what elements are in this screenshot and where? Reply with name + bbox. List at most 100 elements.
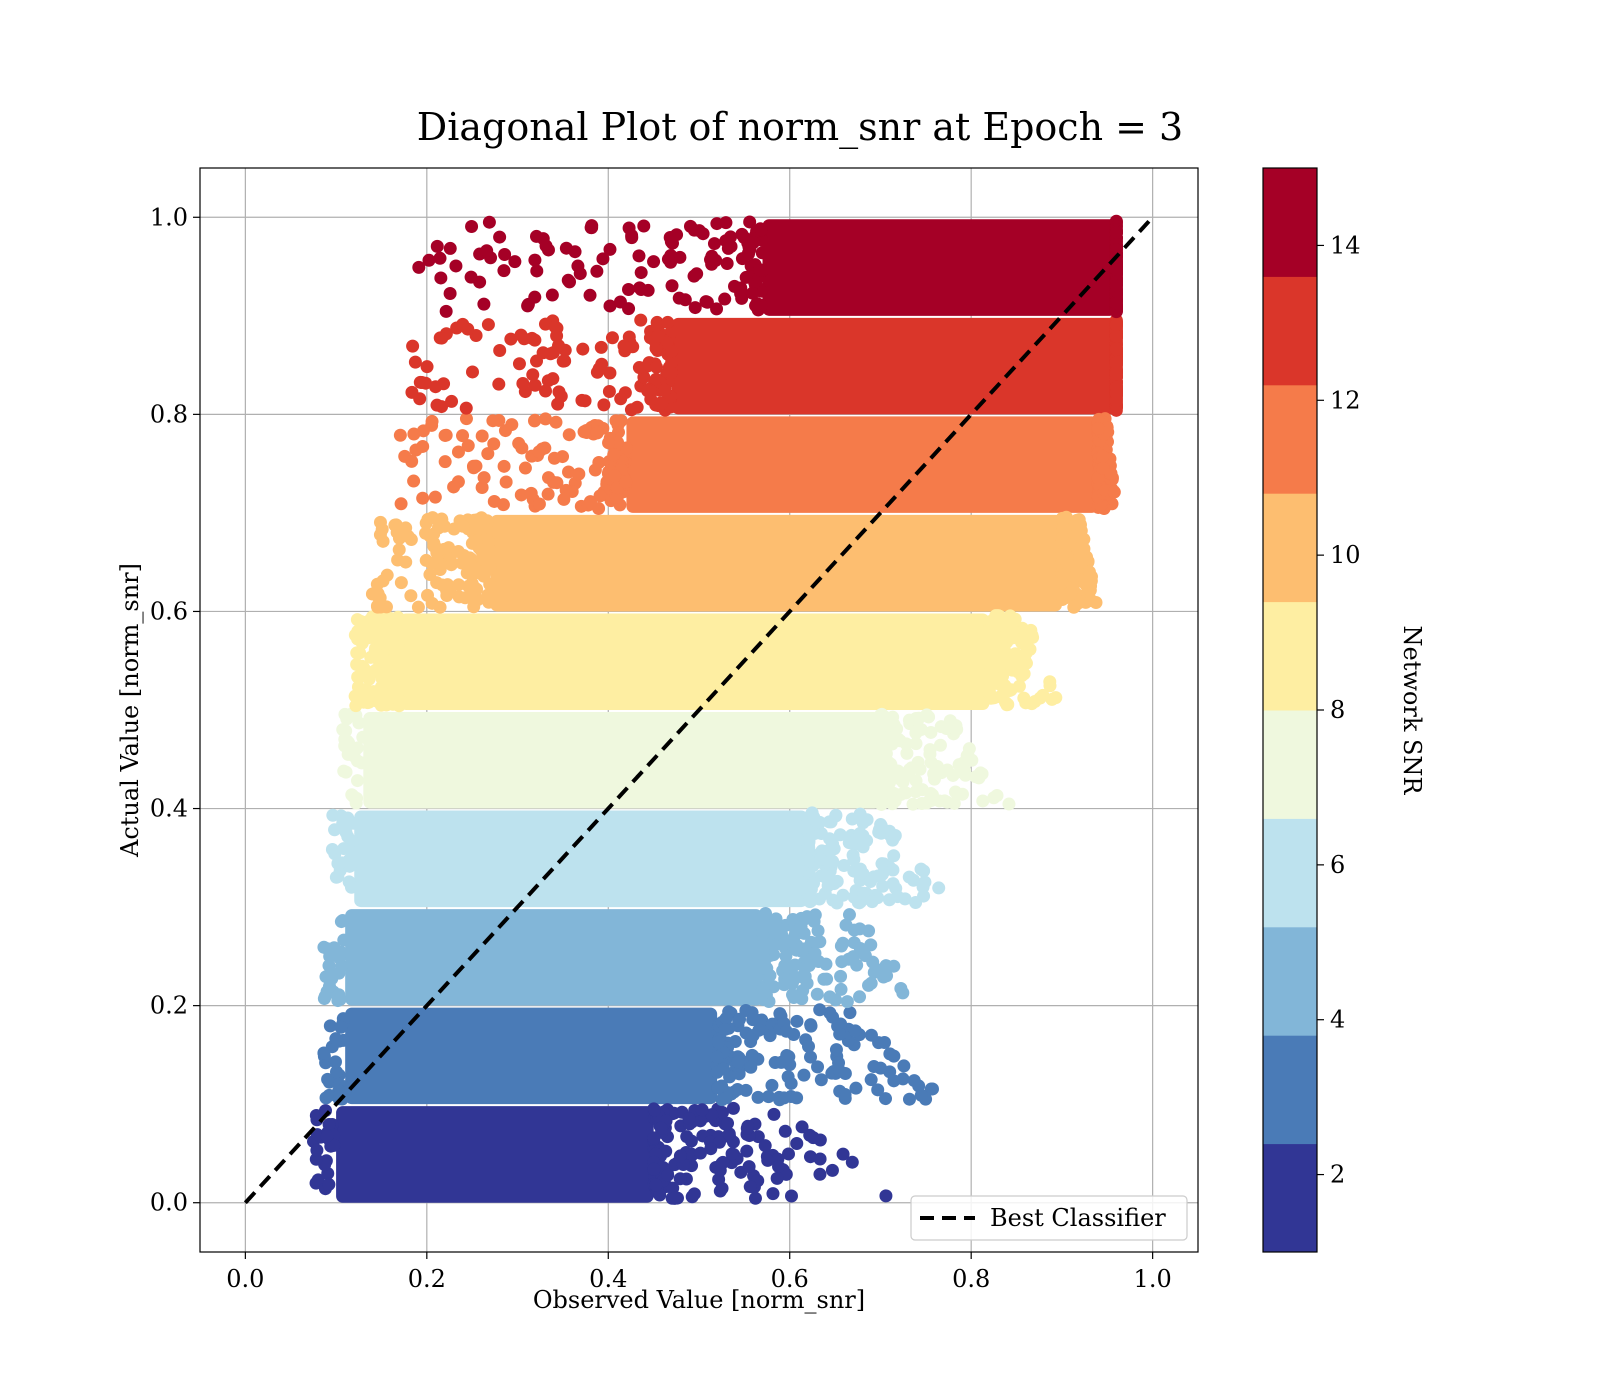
scatter-point [496, 498, 510, 512]
scatter-point [917, 864, 931, 878]
scatter-point [817, 972, 831, 986]
scatter-point [426, 511, 440, 525]
x-tick-label: 1.0 [1134, 1265, 1172, 1293]
scatter-point [650, 315, 664, 329]
scatter-point [325, 968, 339, 982]
scatter-point [784, 1076, 798, 1090]
scatter-point [742, 240, 756, 254]
scatter-point [435, 331, 449, 345]
colorbar-tick-label: 10 [1330, 541, 1361, 569]
scatter-point [829, 1043, 843, 1057]
scatter-point [387, 638, 401, 652]
scatter-point [1109, 296, 1123, 310]
scatter-point [1109, 262, 1123, 276]
scatter-point [833, 828, 847, 842]
scatter-point [1065, 584, 1079, 598]
scatter-point [550, 476, 564, 490]
scatter-point [1109, 318, 1123, 332]
scatter-point [1109, 356, 1123, 370]
scatter-point [514, 328, 528, 342]
scatter-point [590, 264, 604, 278]
scatter-point [632, 249, 646, 263]
scatter-point [592, 501, 606, 515]
scatter-point [322, 1088, 336, 1102]
scatter-point [853, 922, 867, 936]
colorbar [1263, 168, 1317, 1253]
scatter-point [317, 1046, 331, 1060]
scatter-point [438, 428, 452, 442]
scatter-point [576, 342, 590, 356]
band-core [345, 909, 763, 1006]
scatter-point [822, 843, 836, 857]
scatter-point [743, 215, 757, 229]
scatter-point [770, 1171, 784, 1185]
scatter-point [344, 880, 358, 894]
scatter-point [350, 741, 364, 755]
scatter-point [716, 1062, 730, 1076]
scatter-point [602, 436, 616, 450]
scatter-point [389, 518, 403, 532]
scatter-point [790, 1091, 804, 1105]
scatter-point [539, 384, 553, 398]
scatter-point [794, 920, 808, 934]
scatter-point [772, 1160, 786, 1174]
y-axis-label: Actual Value [norm_snr] [116, 563, 144, 858]
scatter-point [718, 1022, 732, 1036]
scatter-point [332, 856, 346, 870]
scatter-point [892, 733, 906, 747]
scatter-point [346, 834, 360, 848]
scatter-point [647, 1131, 661, 1145]
scatter-point [688, 301, 702, 315]
scatter-point [809, 814, 823, 828]
scatter-point [721, 241, 735, 255]
scatter-point [874, 770, 888, 784]
scatter-point [423, 568, 437, 582]
scatter-point [711, 1081, 725, 1095]
scatter-point [932, 881, 946, 895]
scatter-point [443, 286, 457, 300]
scatter-point [786, 912, 800, 926]
scatter-point [573, 267, 587, 281]
scatter-point [856, 840, 870, 854]
scatter-point [1059, 537, 1073, 551]
scatter-point [659, 1144, 673, 1158]
scatter-point [795, 1120, 809, 1134]
scatter-point [499, 475, 513, 489]
scatter-point [497, 264, 511, 278]
colorbar-segment [1263, 384, 1317, 494]
scatter-point [558, 354, 572, 368]
scatter-point [976, 794, 990, 808]
scatter-point [366, 621, 380, 635]
scatter-point [787, 973, 801, 987]
x-tick-label: 0.2 [408, 1265, 446, 1293]
scatter-point [530, 264, 544, 278]
scatter-point [477, 471, 491, 485]
scatter-point [461, 439, 475, 453]
scatter-point [481, 318, 495, 332]
scatter-point [915, 783, 929, 797]
scatter-point [622, 282, 636, 296]
scatter-point [383, 611, 397, 625]
scatter-point [842, 836, 856, 850]
scatter-point [888, 794, 902, 808]
scatter-point [350, 613, 364, 627]
scatter-point [865, 895, 879, 909]
scatter-point [412, 260, 426, 274]
scatter-point [386, 677, 400, 691]
scatter-point [407, 474, 421, 488]
scatter-point [465, 365, 479, 379]
scatter-point [336, 913, 350, 927]
scatter-point [514, 488, 528, 502]
scatter-point [693, 1146, 707, 1160]
scatter-point [384, 628, 398, 642]
scatter-point [800, 910, 814, 924]
scatter-point [857, 886, 871, 900]
scatter-point [545, 288, 559, 302]
scatter-point [649, 1178, 663, 1192]
band-core [490, 514, 1062, 612]
colorbar-segment [1263, 1143, 1317, 1253]
scatter-point [874, 819, 888, 833]
scatter-point [425, 414, 439, 428]
scatter-point [761, 1153, 775, 1167]
scatter-point [482, 535, 496, 549]
